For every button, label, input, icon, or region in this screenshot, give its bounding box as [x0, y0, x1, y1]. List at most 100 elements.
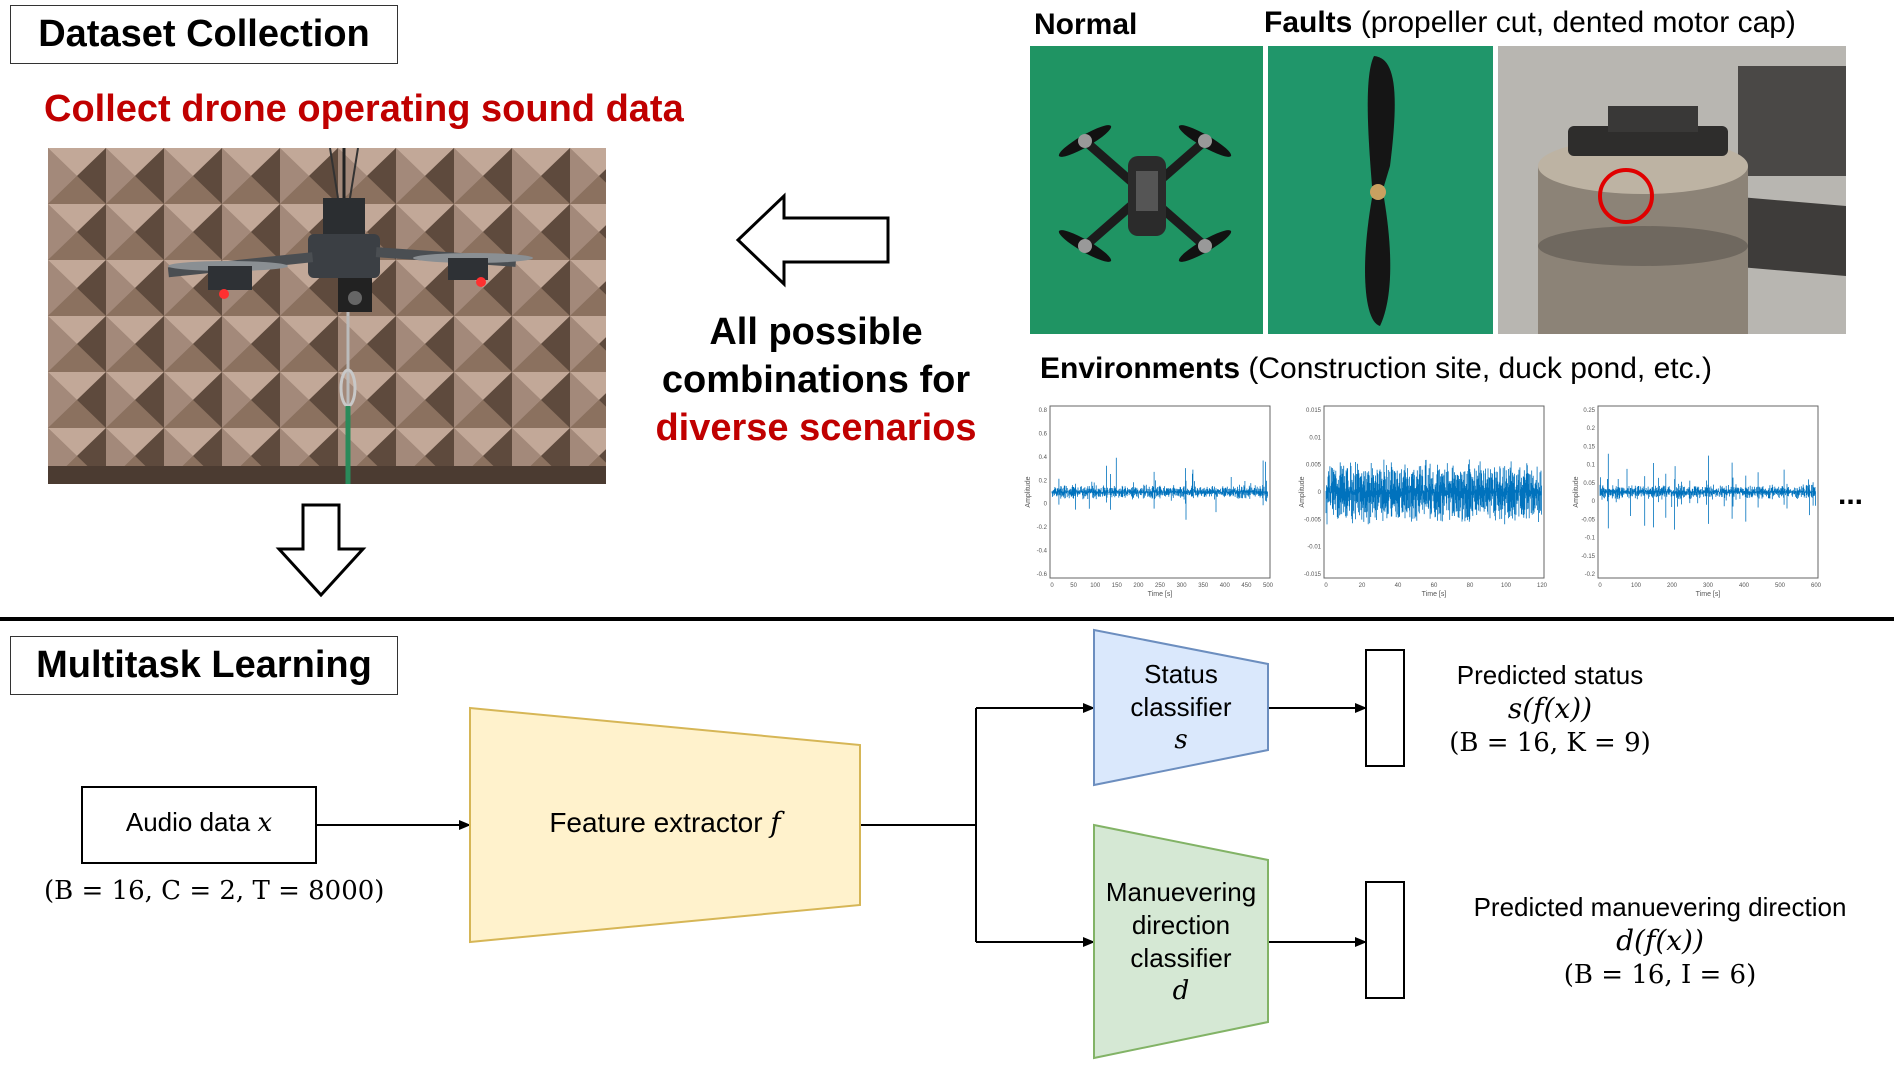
feature-extractor-block	[469, 706, 861, 944]
x-axis-label: Time [s]	[1148, 591, 1173, 598]
x-tick-label: 60	[1431, 583, 1438, 589]
y-tick-label: 0.6	[1039, 431, 1048, 437]
x-tick-label: 40	[1395, 583, 1402, 589]
y-tick-label: 0.05	[1583, 481, 1595, 487]
x-tick-label: 250	[1155, 583, 1166, 589]
x-tick-label: 120	[1537, 583, 1548, 589]
direction-var: d	[1172, 976, 1190, 1006]
down-arrow	[275, 503, 367, 598]
signal-trace	[1599, 453, 1816, 530]
predicted-direction-expr: d(f(x))	[1616, 924, 1704, 957]
x-tick-label: 0	[1324, 583, 1328, 589]
x-tick-label: 450	[1241, 583, 1252, 589]
dataset-collection-title: Dataset Collection	[10, 5, 398, 64]
y-tick-label: 0	[1044, 502, 1048, 508]
environments-detail: (Construction site, duck pond, etc.)	[1248, 352, 1712, 385]
predicted-status: Predicted status s(f(x)) (B = 16, K = 9)	[1430, 658, 1670, 760]
combinations-caption: All possible combinations for diverse sc…	[636, 308, 996, 452]
x-tick-label: 200	[1667, 583, 1678, 589]
normal-drone-photo	[1030, 46, 1263, 334]
x-tick-label: 0	[1050, 583, 1054, 589]
y-tick-label: 0.2	[1039, 478, 1048, 484]
audio-data-label: Audio data x	[125, 807, 273, 838]
combinations-line-2: combinations for	[661, 359, 971, 401]
x-tick-label: 100	[1631, 583, 1642, 589]
x-tick-label: 300	[1703, 583, 1714, 589]
x-tick-label: 0	[1598, 583, 1602, 589]
x-tick-label: 500	[1263, 583, 1274, 589]
direction-output-tensor	[1365, 881, 1405, 999]
x-axis-label: Time [s]	[1422, 591, 1447, 598]
x-axis-label: Time [s]	[1696, 591, 1721, 598]
x-tick-label: 400	[1739, 583, 1750, 589]
environments-heading: Environments (Construction site, duck po…	[1040, 352, 1712, 386]
x-tick-label: 500	[1775, 583, 1786, 589]
y-tick-label: 0.2	[1587, 426, 1596, 432]
y-axis-label: Amplitude	[1025, 476, 1032, 507]
status-var: s	[1174, 725, 1188, 755]
pipeline-diagram	[81, 628, 1405, 1060]
predicted-direction-label: Predicted manuevering direction	[1473, 892, 1847, 922]
predicted-status-expr: s(f(x))	[1507, 692, 1593, 725]
faults-label: Faults	[1264, 6, 1353, 39]
feature-extractor-label: Feature extractor f	[549, 806, 781, 839]
y-tick-label: 0	[1592, 499, 1596, 505]
status-classifier-block	[1093, 628, 1269, 787]
waveform-construction-site: 0.80.60.40.20-0.2-0.4-0.60 50 100 150 200 250…	[1025, 405, 1274, 598]
dented-motor-cap-photo	[1498, 46, 1846, 334]
predicted-status-dims: (B = 16, K = 9)	[1449, 728, 1651, 758]
multitask-learning-title: Multitask Learning	[10, 636, 398, 695]
signal-trace	[1051, 457, 1268, 520]
x-tick-label: 100	[1090, 583, 1101, 589]
y-tick-label: 0.25	[1583, 408, 1595, 414]
x-tick-label: 100	[1501, 583, 1512, 589]
direction-line-2: direction	[1131, 910, 1231, 940]
audio-data-box	[81, 786, 317, 864]
left-arrow	[735, 192, 890, 288]
status-classifier-label: Status classifier s	[1100, 658, 1262, 757]
status-output-tensor	[1365, 649, 1405, 767]
y-tick-label: -0.15	[1581, 554, 1595, 560]
y-tick-label: 0.15	[1583, 444, 1595, 450]
x-tick-label: 50	[1070, 583, 1077, 589]
y-tick-label: 0.005	[1306, 463, 1322, 469]
status-line-1: Status	[1144, 659, 1218, 689]
combinations-line-3: diverse scenarios	[655, 407, 977, 449]
y-tick-label: -0.05	[1581, 517, 1595, 523]
x-tick-label: 20	[1359, 583, 1366, 589]
anechoic-chamber-photo	[48, 148, 606, 484]
combinations-line-1: All possible	[709, 311, 923, 353]
y-tick-label: 0.015	[1306, 408, 1322, 414]
y-tick-label: 0.4	[1039, 455, 1048, 461]
y-axis-label: Amplitude	[1573, 476, 1580, 507]
faults-heading: Faults (propeller cut, dented motor cap)	[1264, 6, 1796, 40]
feature-var: f	[770, 806, 781, 839]
collect-caption: Collect drone operating sound data	[44, 88, 684, 130]
predicted-status-label: Predicted status	[1456, 660, 1644, 690]
x-tick-label: 350	[1198, 583, 1209, 589]
direction-classifier-label: Manuevering direction classifier d	[1094, 876, 1268, 1008]
x-tick-label: 200	[1133, 583, 1144, 589]
direction-line-1: Manuevering	[1105, 877, 1257, 907]
x-tick-label: 600	[1811, 583, 1822, 589]
y-tick-label: -0.005	[1304, 517, 1322, 523]
predicted-direction: Predicted manuevering direction d(f(x)) …	[1440, 890, 1880, 992]
section-divider	[0, 617, 1894, 621]
audio-var: x	[257, 808, 273, 838]
y-tick-label: -0.2	[1037, 525, 1048, 531]
x-tick-label: 80	[1467, 583, 1474, 589]
more-environments-ellipsis: ...	[1838, 478, 1864, 511]
audio-dims: (B = 16, C = 2, T = 8000)	[44, 876, 385, 906]
waveform-other-environment: 0.250.20.150.10.050-0.05-0.1-0.15-0.20 10…	[1573, 405, 1822, 598]
signal-trace	[1325, 459, 1542, 525]
y-tick-label: -0.2	[1585, 572, 1596, 578]
y-tick-label: 0.01	[1309, 435, 1321, 441]
propeller-cut-photo	[1268, 46, 1493, 334]
direction-classifier-block	[1093, 823, 1269, 1060]
x-tick-label: 300	[1177, 583, 1188, 589]
x-tick-label: 400	[1220, 583, 1231, 589]
y-tick-label: -0.01	[1307, 545, 1321, 551]
y-tick-label: -0.6	[1037, 572, 1048, 578]
normal-label: Normal	[1034, 8, 1138, 41]
